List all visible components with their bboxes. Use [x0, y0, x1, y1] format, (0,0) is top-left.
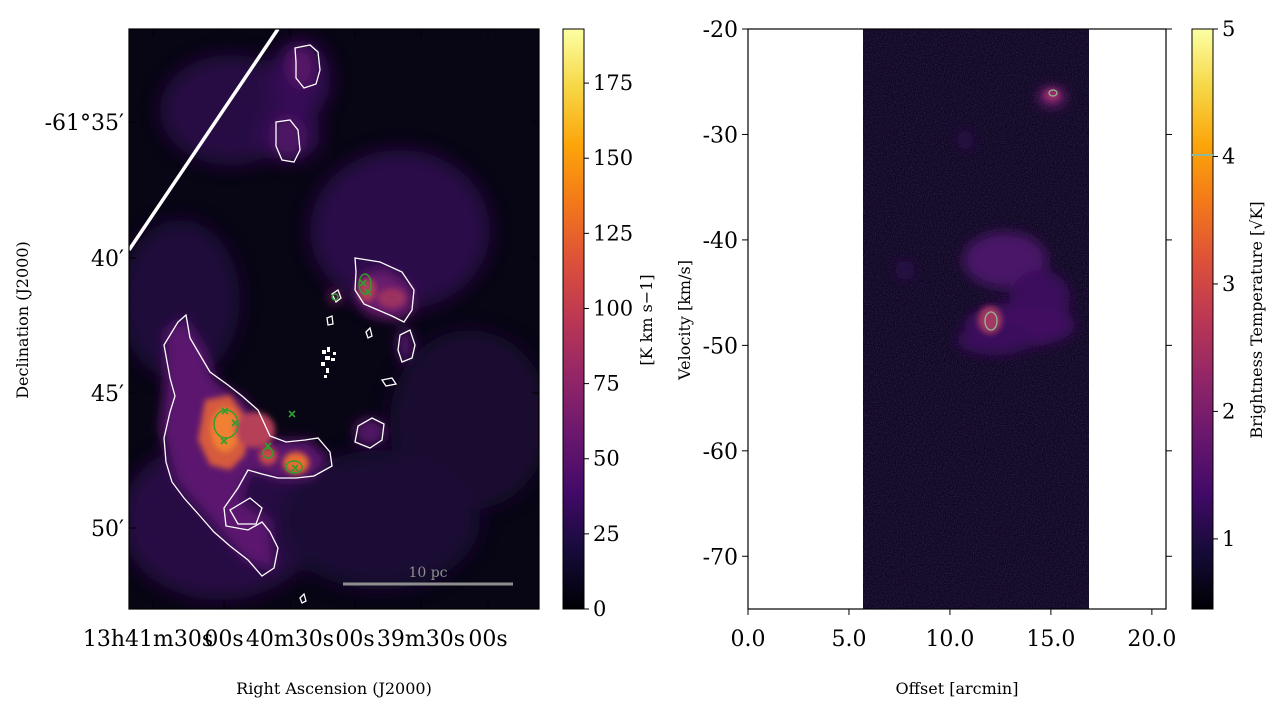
velocity-tick-label-4: -60 — [703, 440, 738, 465]
left-colorbar-tick-label-1: 25 — [593, 522, 620, 546]
dec-tick-2: 40′ — [91, 247, 124, 272]
velocity-tick-label-1: -30 — [703, 123, 738, 148]
right-colorbar-label: Brightness Temperature [√K] — [1247, 201, 1266, 438]
left-x-axis-label: Right Ascension (J2000) — [236, 679, 432, 698]
right-y-axis-label: Velocity [km/s] — [675, 260, 694, 381]
left-colorbar-tick-label-7: 175 — [593, 71, 633, 95]
velocity-tick-label-0: -20 — [703, 18, 738, 43]
left-colorbar: 0 25 50 75 100 125 150 175 [K km s−1] — [562, 28, 656, 621]
left-colorbar-tick-label-5: 125 — [593, 221, 633, 245]
left-y-axis-label: Declination (J2000) — [13, 241, 32, 399]
right-colorbar-tick-label-0: 1 — [1222, 527, 1235, 551]
right-tick-marks: 0.0 5.0 10.0 15.0 20.0 -20 -30 -40 -50 -60 -70 — [703, 18, 1177, 652]
offset-tick-label-2: 10.0 — [925, 627, 974, 652]
ra-tick-2: 00s — [204, 627, 243, 652]
velocity-tick-label-5: -70 — [703, 545, 738, 570]
left-tick-marks — [129, 29, 539, 609]
left-colorbar-tick-label-6: 150 — [593, 146, 633, 170]
right-colorbar-tick-label-2: 3 — [1222, 272, 1235, 296]
left-map-panel: 10 pc -61°35′ 40′ 45′ 50′ 13h41m30s 00s … — [13, 28, 540, 698]
offset-tick-label-4: 20.0 — [1127, 627, 1176, 652]
dec-tick-3: 45′ — [91, 382, 124, 407]
right-colorbar-tick-label-4: 5 — [1222, 17, 1235, 41]
pv-map — [863, 29, 1089, 609]
right-colorbar-ticks: 1 2 3 4 5 — [1213, 17, 1235, 551]
offset-tick-label-1: 5.0 — [831, 627, 866, 652]
right-colorbar: 1 2 3 4 5 Brightness Temperature [√K] — [1191, 17, 1266, 610]
right-x-axis-label: Offset [arcmin] — [896, 679, 1019, 698]
intensity-map — [129, 29, 539, 609]
left-colorbar-tick-label-2: 50 — [593, 447, 620, 471]
ra-tick-6: 00s — [468, 627, 507, 652]
left-colorbar-label: [K km s−1] — [637, 274, 656, 365]
offset-tick-label-0: 0.0 — [731, 627, 766, 652]
dec-tick-4: 50′ — [91, 517, 124, 542]
dec-tick-1: -61°35′ — [45, 111, 124, 136]
scale-bar-label: 10 pc — [408, 565, 447, 581]
offset-tick-label-3: 15.0 — [1026, 627, 1075, 652]
ra-tick-3: 40m30s — [246, 627, 334, 652]
velocity-tick-label-3: -50 — [703, 334, 738, 359]
velocity-tick-label-2: -40 — [703, 229, 738, 254]
left-colorbar-tick-label-0: 0 — [593, 597, 606, 621]
right-colorbar-tick-label-1: 2 — [1222, 399, 1235, 423]
left-colorbar-tick-label-4: 100 — [593, 296, 633, 320]
left-plot-frame — [128, 28, 540, 610]
ra-tick-5: 39m30s — [377, 627, 465, 652]
ra-tick-1: 13h41m30s — [83, 627, 213, 652]
right-plot-frame — [747, 28, 1167, 610]
right-colorbar-tick-label-3: 4 — [1222, 144, 1235, 168]
right-pv-panel: 0.0 5.0 10.0 15.0 20.0 -20 -30 -40 -50 -60 -70 Off… — [675, 18, 1176, 698]
left-colorbar-tick-label-3: 75 — [593, 372, 620, 396]
ra-tick-4: 00s — [335, 627, 374, 652]
left-colorbar-ticks: 0 25 50 75 100 125 150 175 — [584, 71, 633, 621]
